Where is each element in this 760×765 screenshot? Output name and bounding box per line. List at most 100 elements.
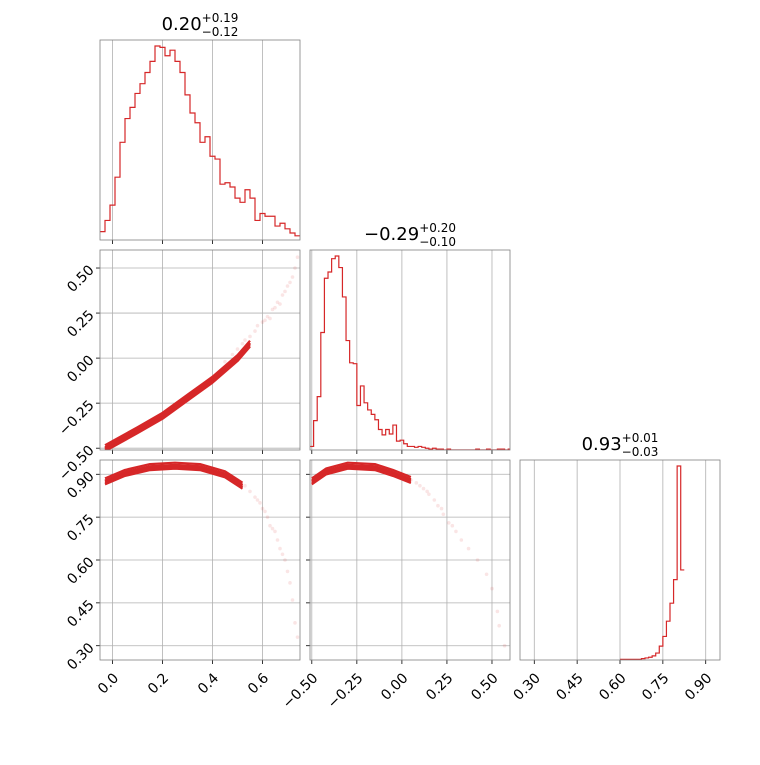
scatter-point — [248, 489, 252, 494]
scatter-point — [295, 635, 300, 639]
scatter-point — [484, 572, 489, 577]
scatter-point — [258, 501, 262, 505]
xtick-label-param-2: −0.25 — [325, 670, 367, 712]
scatter-point — [280, 293, 285, 297]
scatter-point — [495, 609, 500, 614]
scatter-point — [230, 352, 235, 357]
title-minus: −0.12 — [202, 25, 239, 39]
contour-line — [104, 466, 244, 489]
scatter-point — [265, 515, 270, 519]
contour-line — [104, 344, 251, 450]
scatter-point — [475, 558, 480, 562]
scatter-point — [439, 506, 444, 511]
panel-2-0-frame — [99, 459, 301, 661]
scatter-point — [490, 586, 494, 591]
scatter-point — [459, 538, 464, 542]
scatter-point — [446, 521, 451, 525]
scatter-point — [283, 558, 287, 562]
scatter-point — [293, 621, 297, 625]
title-plus: +0.19 — [202, 11, 239, 25]
contour-line — [104, 463, 244, 486]
title-param-3: 0.93+0.01 −0.03 — [582, 431, 659, 459]
scatter-point — [432, 498, 437, 502]
scatter-point — [288, 581, 292, 585]
panel-2-0-grid — [96, 460, 300, 664]
scatter-point — [253, 329, 257, 333]
title-value: −0.29 — [364, 224, 419, 245]
scatter-point — [268, 316, 272, 321]
scatter-point — [278, 302, 282, 306]
scatter-point — [275, 538, 280, 542]
title-value: 0.20 — [162, 14, 202, 35]
scatter-point — [427, 492, 431, 497]
xtick-label-param-1: 0.4 — [195, 670, 222, 697]
xtick-label-param-3: 0.45 — [553, 670, 586, 703]
scatter-point — [243, 338, 247, 342]
panel-1-0-frame — [99, 249, 301, 451]
panel-2-1-marks — [311, 461, 507, 648]
xtick-label-param-1: 0.6 — [245, 670, 272, 697]
scatter-point — [278, 546, 282, 551]
contour-line — [104, 345, 251, 450]
xtick-label-param-3: 0.75 — [639, 670, 672, 703]
panel-1-1-grid — [311, 250, 493, 454]
scatter-point — [255, 323, 260, 328]
xtick-label-param-1: 0.0 — [95, 670, 122, 697]
scatter-point — [441, 512, 446, 517]
contour-line — [311, 463, 412, 482]
xtick-label-param-3: 0.90 — [682, 670, 715, 703]
scatter-point — [255, 498, 260, 502]
scatter-point — [293, 266, 297, 270]
scatter-point — [414, 481, 419, 485]
histogram-param-3 — [620, 465, 685, 660]
contour-line — [104, 339, 251, 447]
panel-1-0-marks — [104, 255, 300, 450]
ytick-label-param-3: 0.75 — [64, 511, 97, 544]
panel-1-0-grid — [96, 250, 300, 454]
scatter-point — [260, 506, 265, 511]
contour-line — [104, 461, 244, 484]
ytick-label-param-2: 0.25 — [64, 307, 97, 340]
scatter-point — [280, 552, 285, 557]
ytick-label-param-3: 0.30 — [64, 640, 97, 673]
panel-2-2-grid — [533, 460, 707, 664]
scatter-point — [436, 503, 440, 508]
scatter-point — [497, 623, 501, 628]
xtick-label-param-2: 0.50 — [468, 670, 501, 703]
scatter-point — [253, 495, 257, 499]
scatter-point — [248, 334, 252, 339]
xtick-label-param-3: 0.60 — [596, 670, 629, 703]
scatter-point — [275, 300, 280, 305]
panel-0-0-grid — [112, 40, 263, 244]
scatter-point — [263, 509, 267, 514]
scatter-point — [270, 526, 275, 531]
panel-2-1-grid — [306, 460, 510, 664]
scatter-point — [273, 305, 277, 310]
scatter-point — [295, 255, 300, 260]
scatter-point — [285, 569, 290, 574]
ytick-label-param-3: 0.60 — [64, 554, 97, 587]
scatter-point — [235, 347, 240, 351]
xtick-label-param-2: 0.25 — [423, 670, 456, 703]
histogram-param-1 — [100, 45, 300, 237]
xtick-label-param-1: 0.2 — [145, 670, 172, 697]
contour-line — [104, 342, 251, 449]
scatter-point — [290, 598, 295, 602]
scatter-point — [243, 483, 247, 488]
xtick-label-param-3: 0.30 — [511, 670, 544, 703]
panel-0-0-frame — [99, 39, 301, 241]
panel-2-2-frame — [519, 459, 721, 661]
contour-line — [311, 461, 412, 480]
xtick-label-param-2: −0.50 — [280, 670, 322, 712]
scatter-point — [260, 320, 265, 324]
ytick-label-param-3: 0.45 — [64, 597, 97, 630]
scatter-point — [418, 483, 422, 488]
scatter-point — [502, 643, 507, 648]
ytick-label-param-2: 0.00 — [64, 352, 97, 385]
scatter-point — [285, 284, 290, 288]
scatter-point — [421, 486, 426, 491]
scatter-point — [240, 341, 245, 346]
scatter-point — [290, 275, 295, 279]
